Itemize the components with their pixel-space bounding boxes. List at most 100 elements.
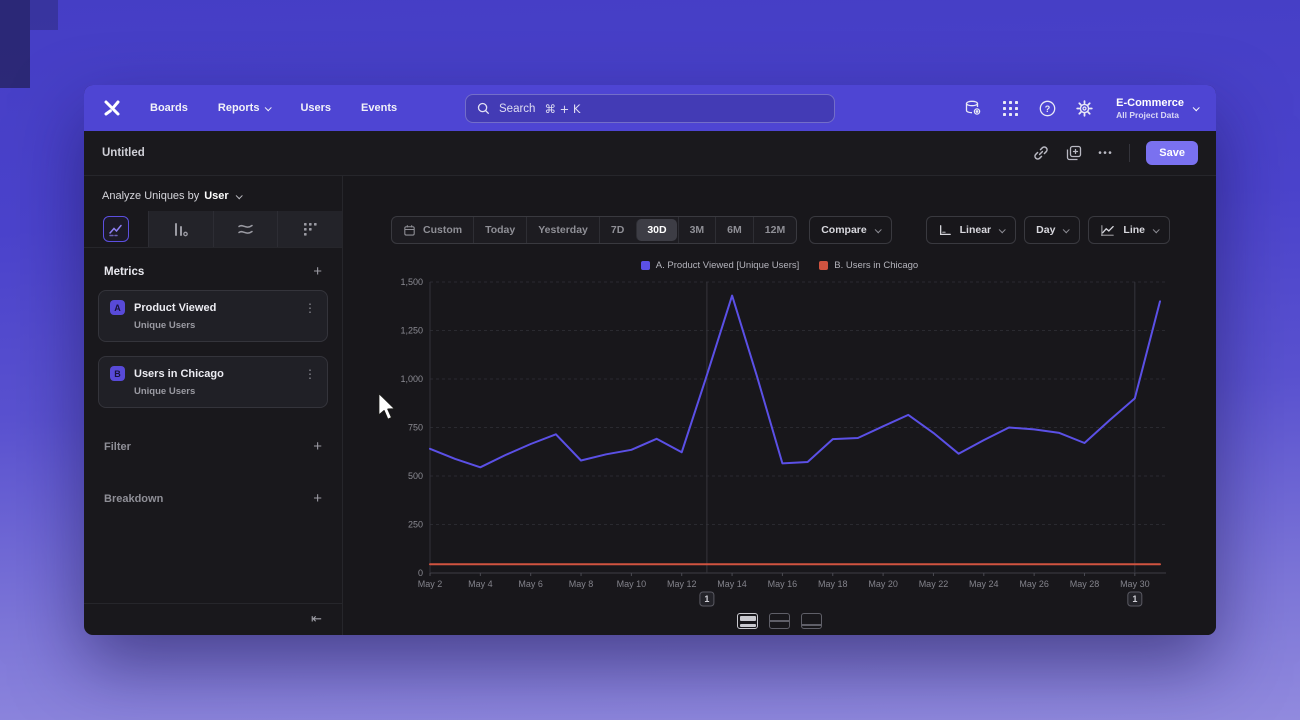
- range-6m[interactable]: 6M: [715, 217, 753, 243]
- chevron-down-icon: [1192, 103, 1200, 111]
- settings-gear-icon[interactable]: [1075, 99, 1093, 117]
- background-artifact: [30, 0, 58, 30]
- duplicate-icon[interactable]: [1065, 145, 1082, 162]
- analyze-label: Analyze Uniques by: [102, 190, 200, 202]
- metric-subtitle: Unique Users: [134, 386, 196, 397]
- svg-text:May 20: May 20: [868, 579, 898, 589]
- range-today[interactable]: Today: [473, 217, 526, 243]
- interval-dropdown[interactable]: Day: [1024, 216, 1081, 244]
- chevron-down-icon: [874, 225, 882, 233]
- svg-text:1: 1: [1132, 594, 1137, 604]
- svg-text:May 10: May 10: [617, 579, 647, 589]
- nav-item-events[interactable]: Events: [361, 102, 398, 114]
- svg-text:May 18: May 18: [818, 579, 848, 589]
- top-nav: Boards Reports Users Events Search ⌘ + K: [84, 85, 1216, 131]
- range-12m[interactable]: 12M: [752, 217, 796, 243]
- table-view-icon[interactable]: [801, 613, 822, 629]
- search-input[interactable]: Search ⌘ + K: [465, 94, 835, 123]
- range-3m[interactable]: 3M: [677, 217, 716, 243]
- share-link-icon[interactable]: [1032, 145, 1049, 162]
- legend-item-b[interactable]: B. Users in Chicago: [819, 260, 918, 271]
- chevron-down-icon: [235, 191, 243, 199]
- metric-card-a[interactable]: A Product Viewed ⋮ Unique Users: [98, 290, 328, 342]
- flows-tab-icon: [238, 224, 253, 234]
- search-icon: [477, 102, 490, 115]
- chart-with-table-view-icon[interactable]: [737, 613, 758, 629]
- more-options-button[interactable]: •••: [1098, 147, 1114, 159]
- help-icon[interactable]: ?: [1038, 99, 1056, 117]
- range-7d[interactable]: 7D: [598, 217, 635, 243]
- metrics-header-label: Metrics: [104, 266, 145, 278]
- breakdown-section-header: Breakdown +: [84, 490, 342, 507]
- svg-text:May 26: May 26: [1019, 579, 1049, 589]
- tab-flows[interactable]: [212, 211, 278, 247]
- project-subtitle: All Project Data: [1116, 109, 1179, 120]
- legend-swatch-b: [819, 261, 829, 270]
- app-window: Boards Reports Users Events Search ⌘ + K: [84, 85, 1216, 635]
- add-metric-button[interactable]: +: [313, 263, 322, 280]
- svg-text:May 12: May 12: [667, 579, 697, 589]
- metrics-section-header: Metrics +: [84, 263, 342, 280]
- nav-item-reports[interactable]: Reports: [218, 102, 273, 114]
- range-yesterday[interactable]: Yesterday: [526, 217, 599, 243]
- filter-section-header: Filter +: [84, 438, 342, 455]
- chevron-down-icon: [1063, 225, 1071, 233]
- data-management-icon[interactable]: [964, 99, 982, 117]
- divider: [1129, 144, 1131, 162]
- axes-icon: [939, 224, 951, 235]
- analyze-entity-value: User: [204, 190, 229, 202]
- legend-label-a: A. Product Viewed [Unique Users]: [655, 260, 800, 271]
- svg-text:May 6: May 6: [518, 579, 543, 589]
- filter-header-label: Filter: [104, 441, 131, 453]
- add-breakdown-button[interactable]: +: [313, 490, 322, 507]
- legend-item-a[interactable]: A. Product Viewed [Unique Users]: [640, 260, 800, 271]
- chevron-down-icon: [265, 103, 273, 111]
- svg-text:May 2: May 2: [418, 579, 443, 589]
- project-switcher[interactable]: E-Commerce All Project Data: [1116, 96, 1200, 120]
- metric-name: Product Viewed: [134, 301, 217, 314]
- legend-swatch-a: [640, 261, 650, 270]
- range-custom[interactable]: Custom: [392, 217, 473, 243]
- metric-card-b[interactable]: B Users in Chicago ⋮ Unique Users: [98, 356, 328, 408]
- svg-text:0: 0: [418, 568, 423, 578]
- compare-dropdown[interactable]: Compare: [809, 216, 892, 244]
- split-view-icon[interactable]: [769, 613, 790, 629]
- calendar-icon: [404, 224, 415, 236]
- nav-right-controls: ?: [964, 96, 1200, 120]
- tab-retention[interactable]: [277, 211, 342, 247]
- chevron-down-icon: [998, 225, 1006, 233]
- save-button[interactable]: Save: [1146, 141, 1198, 165]
- background-artifact: [0, 0, 30, 88]
- svg-text:May 30: May 30: [1120, 579, 1150, 589]
- tab-bar-chart[interactable]: [147, 211, 213, 247]
- collapse-sidebar-icon[interactable]: ⇤: [311, 612, 322, 627]
- svg-text:500: 500: [408, 471, 423, 481]
- report-title[interactable]: Untitled: [102, 147, 145, 159]
- metric-options-button[interactable]: ⋮: [304, 300, 316, 315]
- scale-dropdown[interactable]: Linear: [925, 216, 1017, 244]
- retention-tab-icon: [303, 222, 317, 236]
- line-chart-icon: [1101, 224, 1115, 236]
- chart-type-tabs: [84, 211, 342, 248]
- tab-insights-selected[interactable]: [84, 211, 148, 247]
- mixpanel-logo-icon[interactable]: [102, 98, 122, 118]
- svg-text:May 22: May 22: [919, 579, 949, 589]
- apps-grid-icon[interactable]: [1001, 99, 1019, 117]
- date-range-control: Custom Today Yesterday 7D 30D 3M 6M 12M: [391, 216, 798, 244]
- metric-options-button[interactable]: ⋮: [304, 366, 316, 381]
- analyze-selector[interactable]: Analyze Uniques by User: [84, 176, 342, 211]
- view-layout-toggle: [343, 613, 1216, 629]
- chart-type-dropdown[interactable]: Line: [1088, 216, 1170, 244]
- range-30d-selected[interactable]: 30D: [636, 219, 677, 241]
- project-name: E-Commerce: [1116, 96, 1184, 109]
- metric-subtitle: Unique Users: [134, 320, 196, 331]
- report-title-bar: Untitled •••: [84, 131, 1216, 176]
- svg-text:1,500: 1,500: [400, 277, 423, 287]
- nav-item-users[interactable]: Users: [300, 102, 332, 114]
- nav-menu: Boards Reports Users Events: [150, 102, 397, 114]
- add-filter-button[interactable]: +: [313, 438, 322, 455]
- nav-item-boards[interactable]: Boards: [150, 102, 188, 114]
- line-chart: 0 250 500 750 1,000 1,250 1,500 1 1 May 2 May 4 May…: [400, 277, 1166, 607]
- svg-text:750: 750: [408, 423, 423, 433]
